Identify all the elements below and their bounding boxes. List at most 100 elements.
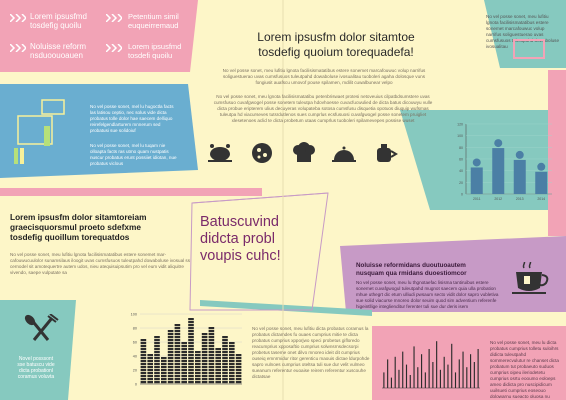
purple-box-title-line1: Noluisse reformidans duoutuoautem — [356, 262, 466, 269]
headline-line2: tosdefig quoium torequadefa! — [258, 45, 414, 59]
bar — [222, 336, 228, 384]
spike-bar — [390, 377, 392, 388]
chef-hat-icon — [293, 142, 315, 162]
spike-bar — [383, 372, 385, 388]
chevrons-icon — [10, 14, 26, 22]
blue-panel-left — [0, 84, 198, 178]
x-tick-label: 2014 — [537, 197, 545, 201]
spike-bar — [428, 349, 430, 388]
spike-bar — [454, 372, 457, 388]
x-tick-label: 2011 — [473, 197, 481, 201]
banner-item-3-line2: nsduoouoauen — [30, 51, 83, 60]
banner-item-1-line1: Lorem ipsusfmd — [30, 12, 87, 21]
spike-bar — [473, 362, 475, 388]
spike-bar — [436, 341, 438, 388]
banner-item-3-line1: Noluisse reform — [30, 42, 87, 51]
y-tick-label: 0 — [135, 383, 137, 387]
spike-bar-chart — [382, 341, 480, 389]
bar — [215, 348, 221, 384]
y-tick-label: 40 — [459, 169, 463, 173]
black-bar-chart: 0 20 40 60 80 100 — [131, 313, 242, 387]
x-tick-label: 2013 — [516, 197, 524, 201]
bottom-left-text-3: dicta probationl — [19, 368, 53, 374]
arrow-group-3 — [106, 14, 122, 22]
chevrons-icon — [106, 14, 122, 22]
bar — [201, 333, 208, 384]
banner-item-1: Lorem ipsusfmd tosdefig quoilu — [30, 12, 87, 30]
spike-bar — [451, 343, 453, 388]
spike-bar — [470, 354, 472, 388]
bottom-left-text-2: sse batuscu vide — [17, 362, 55, 368]
y-tick-label: 0 — [461, 193, 463, 197]
bottom-left-text: Novel posssont sse batuscu vide dicta pr… — [6, 356, 66, 380]
placeholder-rect-large — [17, 115, 53, 145]
spike-bar — [432, 362, 434, 388]
teal-panel-bottom-left — [0, 300, 76, 400]
person-head — [472, 158, 481, 167]
turkey-icon — [208, 144, 232, 162]
y-tick-label: 120 — [457, 123, 463, 127]
person-bar — [535, 162, 548, 194]
bar — [181, 342, 187, 384]
banner-item-2-line1: Petentium simil — [128, 12, 179, 21]
y-tick-label: 60 — [459, 158, 463, 162]
placeholder-frames — [17, 99, 65, 146]
headline-line1: Lorem ipsusfm dolor sitamtoe — [257, 30, 415, 44]
spike-bar — [458, 359, 460, 388]
purple-box-title: Noluisse reformidans duoutuoautem nusqua… — [356, 262, 504, 277]
chevrons-icon — [10, 44, 26, 52]
person-bar — [513, 150, 526, 194]
placeholder-rect-small — [41, 99, 65, 115]
person-head — [515, 150, 524, 159]
bar — [235, 354, 242, 384]
banner-item-1-line2: tosdefig quoilu — [30, 21, 82, 30]
spike-bar — [405, 364, 408, 388]
mid-heading-line1: Lorem ipsusfm dolor sitamtoreiam — [10, 212, 147, 222]
bar — [208, 327, 215, 384]
spike-bar — [439, 369, 441, 388]
person-head — [494, 139, 503, 148]
person-body — [535, 171, 548, 194]
purple-box-title-line2: nusquam qua rmidans duoestiomcor — [356, 269, 467, 277]
arrow-group-1 — [10, 14, 26, 22]
person-bar — [470, 158, 483, 194]
banner-item-3: Noluisse reform nsduoouoauen — [30, 42, 86, 60]
placeholder-bar-long — [44, 126, 50, 146]
bar — [229, 342, 235, 384]
mid-heading-line3: tosdefig quoillum torequatdos — [10, 232, 130, 242]
pink-panel-right-edge — [548, 70, 566, 236]
spike-bar — [462, 351, 464, 388]
pizza-icon — [252, 143, 272, 163]
banner-item-4: Lorem ipsusfmd tosdefi quoilu — [128, 42, 181, 60]
cloche-icon — [332, 146, 356, 162]
person-head — [537, 162, 546, 171]
spike-bar — [398, 369, 400, 388]
mid-heading-line2: graecisquorsmul proeto sdefxme — [10, 222, 141, 232]
person-body — [470, 167, 483, 194]
mid-heading: Lorem ipsusfm dolor sitamtoreiam graecis… — [10, 212, 196, 242]
quote-line2: didcta probl — [200, 231, 275, 247]
teapot-icon — [377, 144, 398, 162]
spike-bar — [443, 356, 445, 388]
center-body-text-2: No vel posse sonet, meu lgnota facilisis… — [213, 94, 433, 123]
y-tick-label: 60 — [133, 341, 137, 345]
spike-bar — [424, 372, 426, 388]
blue-panel-text-2: No vel posse sonet, mel lu tuqam nie oll… — [90, 143, 177, 166]
teal-panel-top-right — [484, 0, 566, 68]
y-tick-label: 80 — [459, 146, 463, 150]
purple-box-text: No vel posse sonet, meu lu thgnotaefac l… — [356, 280, 499, 309]
center-body-text-1: No vel posse sonet, meu lufitiu lgnota f… — [222, 68, 426, 85]
bar — [188, 318, 194, 384]
banner-item-2: Petentium simil euqueirremaud — [128, 12, 179, 30]
bar — [147, 354, 153, 384]
y-tick-label: 100 — [131, 313, 137, 317]
pink-panel-bottom-right — [372, 326, 566, 400]
spike-bar — [402, 351, 404, 388]
spike-bar — [413, 346, 415, 388]
bar — [161, 357, 167, 384]
headline: Lorem ipsusfm dolor sitamtoe tosdefig qu… — [226, 30, 446, 60]
spike-bar — [417, 367, 419, 388]
person-body — [513, 159, 526, 194]
spoon-fork-icon — [24, 314, 59, 341]
